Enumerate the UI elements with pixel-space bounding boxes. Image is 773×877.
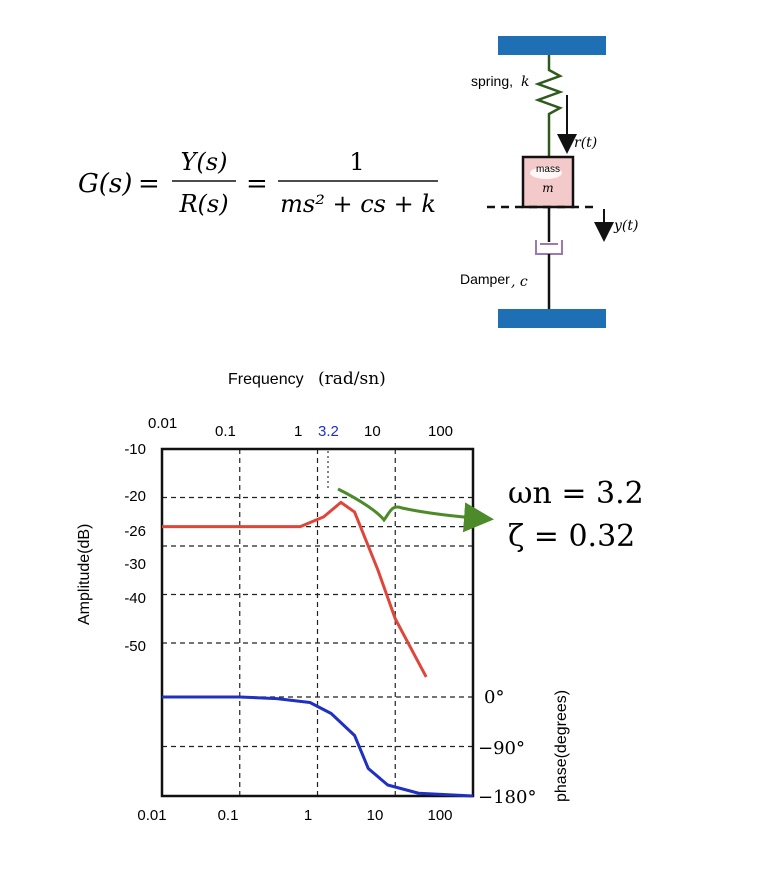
amplitude-tick-label: -30 xyxy=(124,556,146,573)
top-tick-label: 0.01 xyxy=(148,415,177,432)
bottom-tick-label: 0.1 xyxy=(218,807,239,824)
mass-highlight xyxy=(530,167,562,179)
amplitude-tick-labels: -10 -20 -26 -30 -40 -50 xyxy=(124,441,146,655)
phase-tick-labels: 0° −90° −180° xyxy=(478,687,536,808)
equation-denominator-1: R(s) xyxy=(178,190,228,218)
amplitude-tick-label: -26 xyxy=(124,523,146,540)
amplitude-curve xyxy=(162,500,428,678)
bottom-tick-labels: 0.01 0.1 1 10 100 xyxy=(137,807,452,824)
phase-axis-label: phase(degrees) xyxy=(553,690,570,802)
top-tick-label: 1 xyxy=(294,423,302,440)
top-tick-labels: 0.01 0.1 1 3.2 10 100 xyxy=(148,415,453,440)
bottom-tick-label: 0.01 xyxy=(137,807,166,824)
phase-tick-label: 0° xyxy=(484,687,504,708)
amplitude-tick-label: -50 xyxy=(124,638,146,655)
top-tick-label: 0.1 xyxy=(215,423,236,440)
amplitude-data-points xyxy=(162,502,426,677)
bottom-tick-label: 100 xyxy=(427,807,452,824)
damper-symbol: , c xyxy=(511,274,528,290)
phase-tick-label: −180° xyxy=(478,787,536,808)
mass-symbol: m xyxy=(542,181,553,195)
bottom-wall xyxy=(498,309,606,328)
mass-label: mass xyxy=(536,164,560,175)
phase-tick-label: −90° xyxy=(478,738,525,759)
top-axis-title: Frequency xyxy=(228,371,304,388)
annotation-arrow xyxy=(337,487,494,533)
natural-frequency-annotation: ωn = 3.2 xyxy=(508,476,644,511)
transfer-function-equation: G(s) = Y(s) R(s) = 1 ms² + cs + k xyxy=(78,148,438,218)
bottom-tick-label: 1 xyxy=(304,807,312,824)
top-tick-label: 100 xyxy=(428,423,453,440)
amplitude-tick-label: -10 xyxy=(124,441,146,458)
equation-numerator-1: Y(s) xyxy=(181,148,228,176)
damper-label: Damper xyxy=(460,271,510,287)
top-axis-unit: (rad/sn) xyxy=(318,369,386,389)
top-wall xyxy=(498,36,606,55)
amplitude-tick-label: -40 xyxy=(124,590,146,607)
top-tick-label: 10 xyxy=(364,423,381,440)
displacement-label: y(t) xyxy=(613,218,638,234)
spring-label: spring, xyxy=(471,73,513,89)
amplitude-axis-label: Amplitude(dB) xyxy=(76,524,93,625)
mass-spring-damper-diagram: spring, k r(t) mass m y(t) Damper , c xyxy=(460,36,638,328)
equation-equals-1: = xyxy=(138,169,160,199)
amplitude-tick-label: -20 xyxy=(124,488,146,505)
damping-ratio-annotation: ζ = 0.32 xyxy=(508,519,635,554)
equation-denominator-2: ms² + cs + k xyxy=(280,190,436,218)
spring xyxy=(534,55,564,157)
equation-lhs: G(s) xyxy=(78,169,132,199)
equation-numerator-2: 1 xyxy=(349,148,364,176)
phase-curve xyxy=(162,695,474,798)
bottom-tick-label: 10 xyxy=(367,807,384,824)
spring-symbol: k xyxy=(521,74,529,90)
force-label: r(t) xyxy=(574,135,597,151)
damper-cylinder xyxy=(535,240,563,255)
bode-plot: Frequency (rad/sn) 0.01 0.1 1 3.2 10 100… xyxy=(76,369,644,824)
top-tick-label-resonance: 3.2 xyxy=(318,423,339,440)
equation-equals-2: = xyxy=(246,169,268,199)
grid-lines xyxy=(162,449,473,796)
mass-block xyxy=(521,155,575,209)
plot-frame xyxy=(160,447,475,798)
